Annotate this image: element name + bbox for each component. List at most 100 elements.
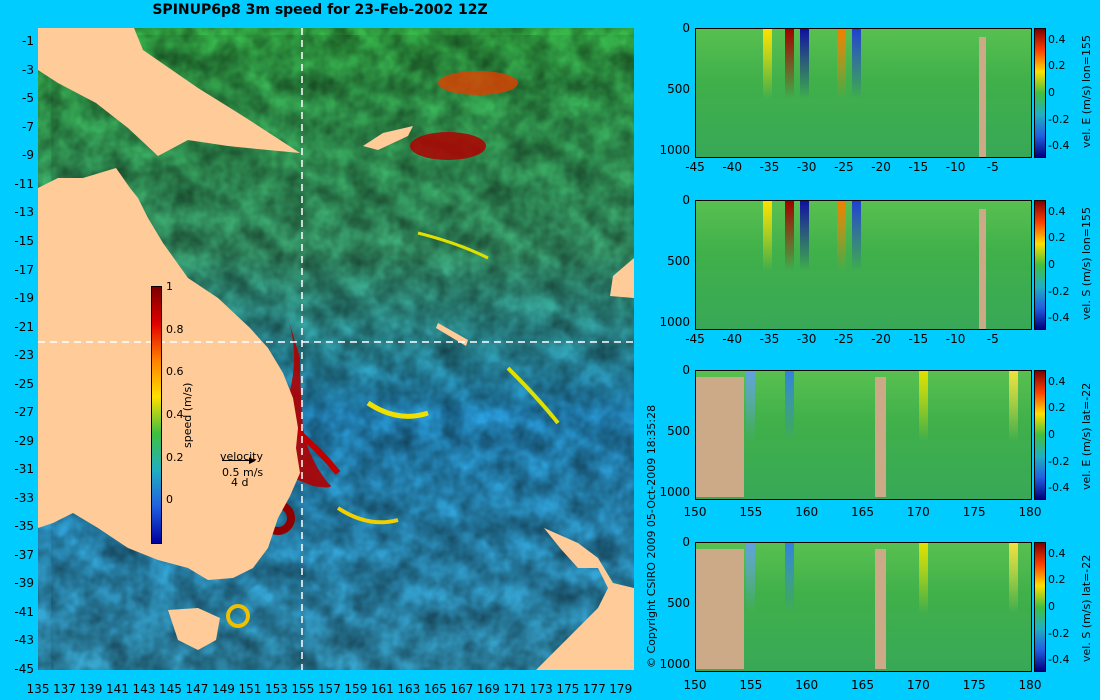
section-colorbar	[1034, 370, 1046, 500]
section-velocity-band	[837, 29, 847, 100]
speed-colorbar-label: speed (m/s)	[181, 382, 194, 448]
section-colorbar-tick: -0.4	[1048, 311, 1070, 325]
fiji-land	[610, 258, 634, 298]
map-lat-tick-label: -7	[22, 119, 34, 134]
section-x-tick: -20	[871, 332, 891, 346]
speed-colorbar-tick: 0	[166, 493, 173, 507]
section-land-mask	[696, 377, 745, 497]
section-colorbar-tick: 0.2	[1048, 573, 1066, 587]
section-y-tick: 1000	[659, 484, 690, 499]
speed-colorbar-tick: 0.6	[166, 365, 184, 379]
section-colorbar-tick: 0.4	[1048, 32, 1066, 46]
filament-2	[506, 366, 560, 425]
section-x-tick: -5	[986, 332, 999, 346]
section-x-tick: -20	[871, 160, 891, 174]
section-colorbar-tick: -0.4	[1048, 139, 1070, 153]
section-colorbar	[1034, 28, 1046, 158]
section-velocity-band	[785, 543, 795, 614]
map-lat-tick-label: -5	[22, 91, 34, 106]
filament-4	[417, 231, 489, 260]
eddy-ring-3	[226, 604, 250, 628]
section-x-tick: -15	[908, 160, 929, 174]
map-lat-tick-label: -21	[14, 319, 34, 334]
section-x-tick: -25	[834, 332, 854, 346]
section-y-tick: 1000	[659, 656, 690, 671]
section-velocity-band	[837, 201, 847, 272]
speed-colorbar	[151, 286, 162, 544]
section-x-tick: -35	[759, 160, 780, 174]
section-colorbar-tick: 0.4	[1048, 374, 1066, 388]
section-x-tick: -10	[945, 332, 966, 346]
map-lon-tick-label: 139	[79, 682, 103, 696]
section-panel	[695, 28, 1032, 158]
section-colorbar-tick: -0.4	[1048, 481, 1070, 495]
section-velocity-band	[746, 543, 756, 614]
speed-colorbar-tick: 0.4	[166, 408, 184, 421]
section-y-tick: 500	[667, 81, 690, 96]
section-panel	[695, 542, 1032, 672]
map-lat-tick-label: -31	[14, 462, 34, 477]
map-lat-tick-label: -33	[14, 490, 34, 505]
section-x-tick: 165	[851, 678, 874, 692]
new-caledonia-land	[436, 323, 468, 346]
map-lon-tick-label: 159	[344, 682, 368, 696]
map-lat-tick-label: -37	[14, 547, 34, 562]
velocity-key-arrow	[222, 460, 254, 461]
section-panel	[695, 370, 1032, 500]
section-colorbar-tick: 0.2	[1048, 59, 1066, 73]
section-colorbar-label: vel. S (m/s) lat=-22	[1080, 554, 1093, 662]
section-x-tick: 175	[962, 678, 986, 692]
speed-colorbar-tick: 0.2	[166, 450, 184, 464]
section-velocity-band	[800, 201, 810, 272]
section-colorbar-tick: 0.4	[1048, 546, 1066, 560]
section-x-tick: 175	[962, 505, 986, 519]
section-y-tick: 500	[667, 253, 690, 268]
map-lon-tick-label: 157	[317, 682, 341, 696]
section-colorbar-tick: -0.2	[1048, 454, 1070, 468]
map-lat-tick-label: -9	[22, 148, 34, 163]
map-lat-tick-label: -29	[14, 433, 34, 448]
section-velocity-band	[852, 201, 862, 272]
section-colorbar-tick: -0.4	[1048, 653, 1070, 667]
velocity-key-time: 4 d	[231, 476, 249, 489]
section-colorbar-tick: 0.2	[1048, 231, 1066, 245]
section-velocity-band	[785, 371, 795, 442]
section-velocity-band	[800, 29, 810, 100]
section-colorbar	[1034, 200, 1046, 330]
solomon-islands-land	[363, 126, 413, 150]
section-colorbar-tick: 0	[1048, 428, 1055, 441]
map-lon-tick-label: 177	[582, 682, 606, 696]
section-y-tick: 500	[667, 595, 690, 610]
map-lat-tick-label: -45	[14, 662, 34, 676]
map-lon-tick-label: 179	[609, 682, 633, 696]
map-lon-tick-label: 175	[556, 682, 580, 696]
map-lon-tick-label: 145	[158, 682, 182, 696]
section-y-tick: 0	[682, 363, 690, 377]
section-colorbar-tick: 0	[1048, 86, 1055, 99]
map-lat-tick-label: -27	[14, 405, 34, 420]
section-y-tick: 500	[667, 423, 690, 438]
map-lon-tick-label: 171	[503, 682, 527, 696]
section-x-tick: -45	[685, 160, 705, 174]
land-masses	[38, 28, 634, 670]
section-x-tick: -35	[759, 332, 780, 346]
speed-map-svg	[38, 28, 634, 670]
section-x-tick: 180	[1018, 678, 1042, 692]
map-lon-tick-label: 167	[450, 682, 474, 696]
section-x-tick: -25	[834, 160, 854, 174]
speed-colorbar-tick: 1	[166, 280, 173, 293]
section-x-tick: 170	[906, 678, 930, 692]
velocity-key-title: velocity	[220, 450, 263, 463]
section-colorbar-tick: 0.2	[1048, 401, 1066, 415]
map-lat-tick-label: -19	[14, 291, 34, 306]
section-x-tick: 160	[795, 505, 819, 519]
map-lat-tick-label: -23	[14, 348, 34, 363]
section-colorbar-label: vel. E (m/s) lon=155	[1080, 35, 1093, 148]
section-colorbar-tick: -0.2	[1048, 626, 1070, 640]
section-y-tick: 0	[682, 535, 690, 549]
velocity-key-speed: 0.5 m/s	[222, 466, 264, 479]
section-x-tick: -30	[796, 160, 817, 174]
map-lon-tick-label: 151	[238, 682, 262, 696]
map-lon-tick-label: 165	[423, 682, 447, 696]
section-x-tick: 170	[906, 505, 930, 519]
